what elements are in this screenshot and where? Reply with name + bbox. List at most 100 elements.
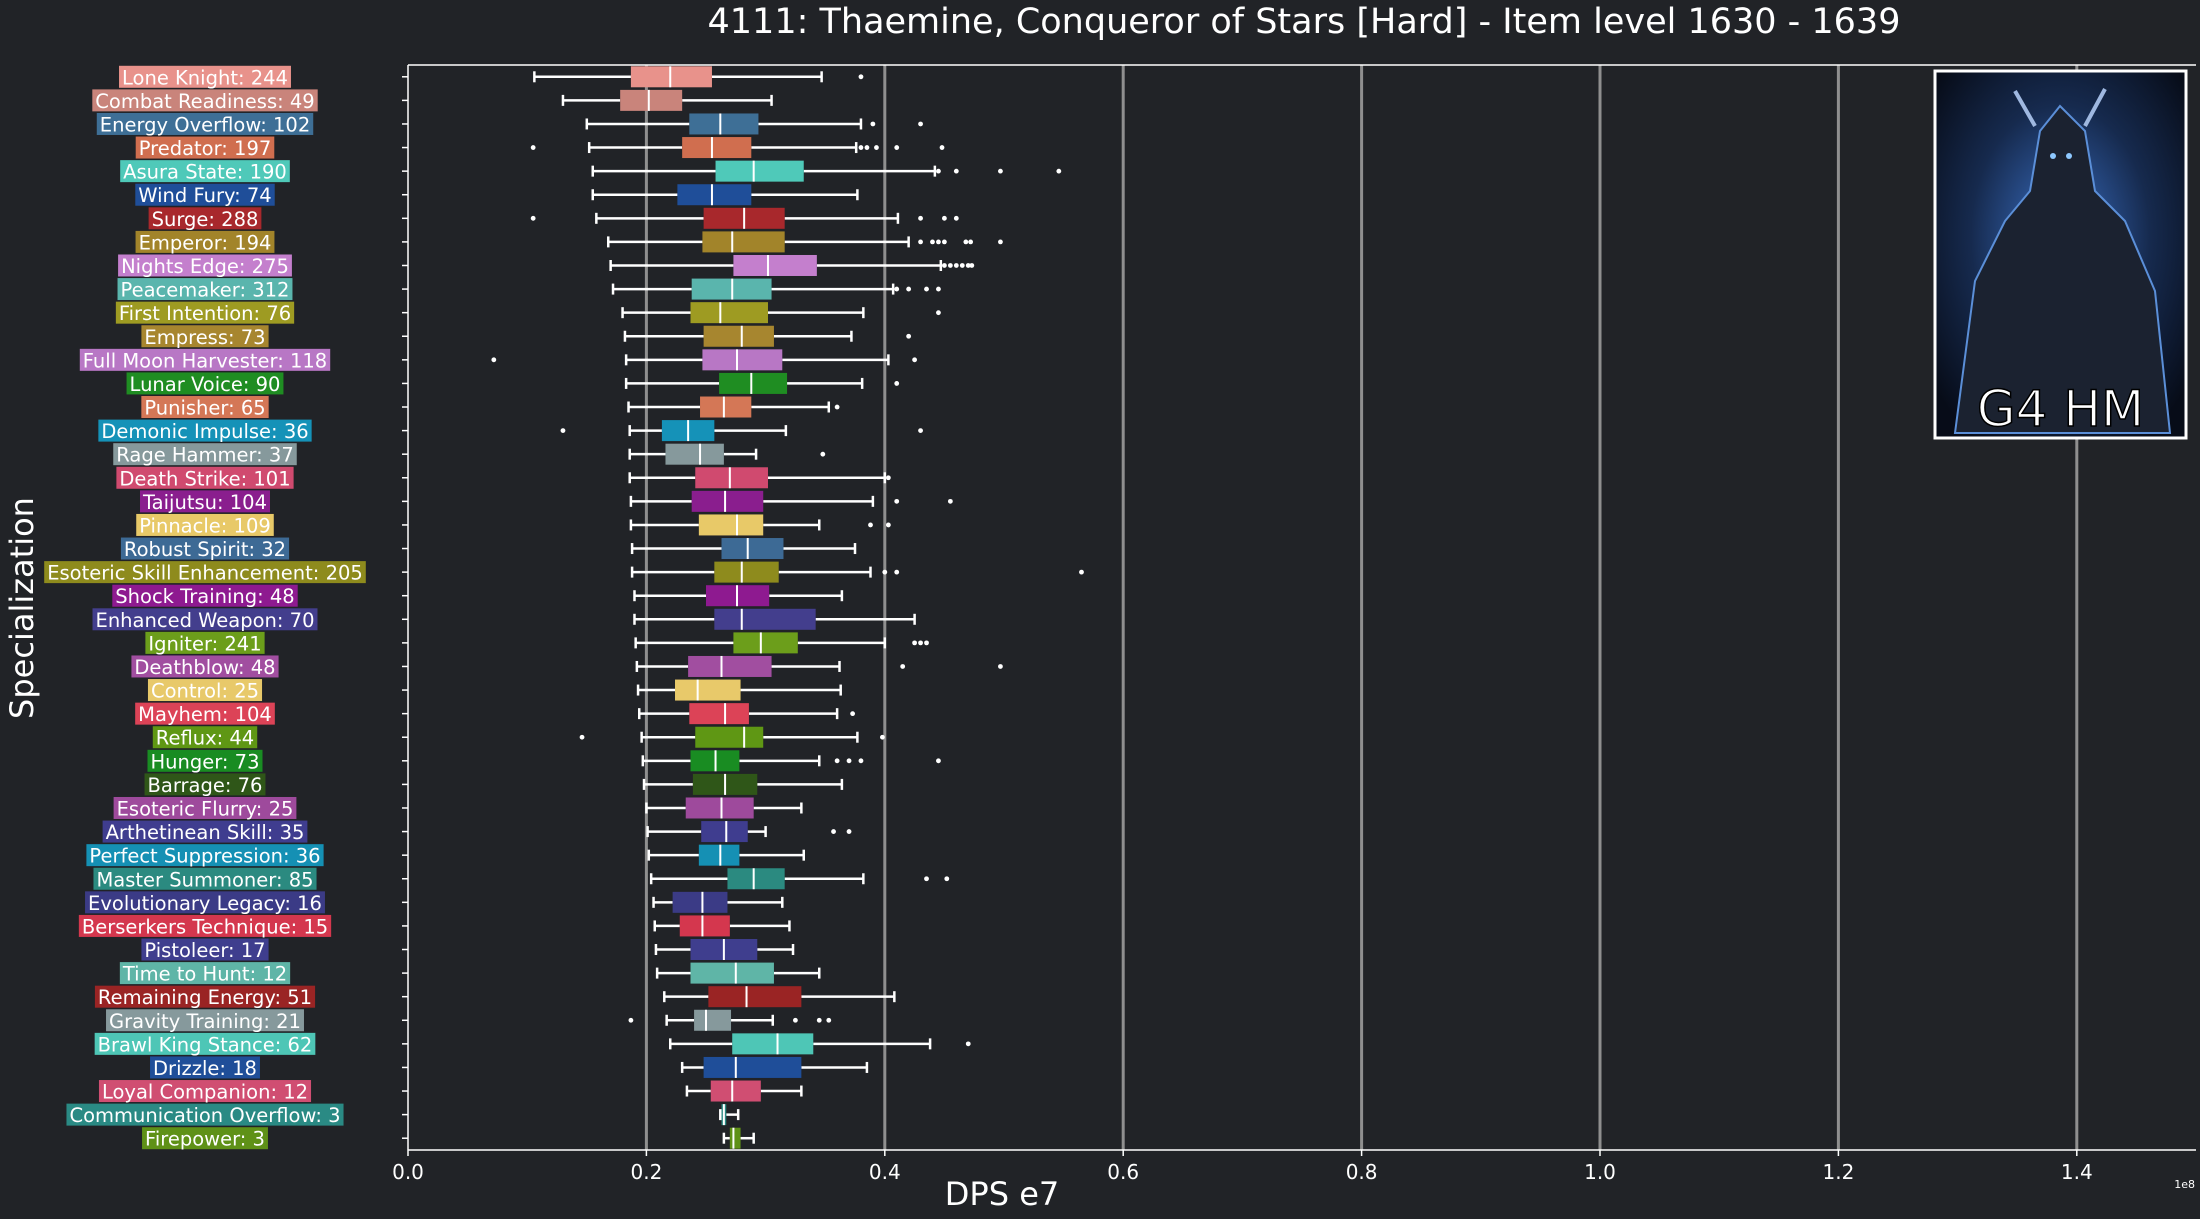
y-tick-label-bg bbox=[135, 183, 275, 206]
box-series bbox=[585, 113, 923, 135]
outlier-point bbox=[998, 239, 1003, 245]
y-tick-label-bg bbox=[131, 655, 279, 678]
outlier-point bbox=[939, 145, 945, 150]
y-tick-label: Enhanced Weapon: 70 bbox=[92, 608, 408, 632]
y-tick-label: First Intention: 76 bbox=[115, 301, 408, 325]
outlier-point bbox=[874, 145, 879, 150]
iqr-box bbox=[733, 254, 817, 276]
box-series bbox=[649, 868, 950, 890]
y-tick-label: Combat Readiness: 49 bbox=[92, 89, 408, 113]
y-tick-label: Remaining Energy: 51 bbox=[94, 985, 408, 1009]
box-series bbox=[636, 679, 842, 701]
outlier-point bbox=[894, 381, 900, 386]
y-tick-label: Empress: 73 bbox=[141, 325, 408, 349]
x-tick-label: 0.4 bbox=[869, 1160, 901, 1184]
y-tick-label: Berserkers Technique: 15 bbox=[78, 914, 408, 938]
outlier-point bbox=[816, 1017, 822, 1023]
y-tick-label-text: Full Moon Harvester: 118 bbox=[83, 349, 327, 372]
y-tick-label-text: Robust Spirit: 32 bbox=[124, 538, 286, 561]
box-series bbox=[611, 278, 941, 300]
box-series bbox=[530, 207, 959, 229]
iqr-box bbox=[690, 962, 774, 984]
inset-portrait: G4 HM bbox=[1933, 69, 2188, 440]
y-tick-label-bg bbox=[145, 631, 265, 654]
iqr-box bbox=[703, 1056, 802, 1078]
y-tick-label: Predator: 197 bbox=[135, 136, 408, 160]
y-tick-label: Mayhem: 104 bbox=[135, 702, 408, 726]
y-tick-label-bg bbox=[142, 1127, 268, 1150]
outlier-point bbox=[953, 215, 959, 221]
x-tick-label: 0.2 bbox=[630, 1160, 662, 1184]
box-series bbox=[579, 726, 885, 748]
y-tick-label: Shock Training: 48 bbox=[112, 584, 408, 608]
box-series bbox=[607, 231, 1003, 253]
eye-glow-icon bbox=[2050, 153, 2056, 159]
y-tick-label-bg bbox=[85, 891, 325, 914]
outlier-point bbox=[1056, 168, 1062, 174]
y-tick-label-text: Reflux: 44 bbox=[156, 727, 254, 750]
y-tick-label-bg bbox=[92, 608, 318, 631]
outlier-point bbox=[894, 498, 900, 504]
iqr-box bbox=[672, 891, 728, 913]
y-tick-label-text: Death Strike: 101 bbox=[119, 467, 290, 490]
y-tick-label-bg bbox=[118, 254, 292, 277]
y-tick-label-text: Mayhem: 104 bbox=[138, 703, 272, 726]
iqr-box bbox=[702, 349, 783, 371]
y-tick-label-bg bbox=[112, 584, 298, 607]
iqr-box bbox=[689, 113, 759, 135]
box-series bbox=[647, 844, 805, 866]
outlier-point bbox=[969, 263, 975, 268]
outlier-point bbox=[947, 263, 953, 268]
y-tick-label-bg bbox=[119, 962, 291, 985]
box-series bbox=[591, 160, 1062, 182]
box-series bbox=[663, 986, 896, 1008]
iqr-box bbox=[698, 844, 740, 866]
y-tick-label-text: Firepower: 3 bbox=[145, 1128, 265, 1151]
y-tick-label-bg bbox=[94, 985, 316, 1008]
y-tick-label-text: Esoteric Skill Enhancement: 205 bbox=[47, 562, 363, 585]
box-series bbox=[654, 939, 795, 961]
axes: 0.0 0.2 0.4 0.6 0.8 1.0 1.2 1.4 DPS e7 Specializa… bbox=[3, 64, 2196, 1213]
iqr-box bbox=[677, 184, 752, 206]
iqr-box bbox=[630, 66, 712, 88]
y-tick-label-text: Time to Hunt: 12 bbox=[122, 963, 287, 986]
box-series bbox=[630, 538, 857, 560]
outlier-point bbox=[912, 357, 917, 363]
box-series bbox=[561, 89, 773, 111]
y-tick-label-bg bbox=[44, 561, 366, 584]
iqr-box bbox=[732, 1033, 814, 1055]
y-tick-label: Taijutsu: 104 bbox=[140, 490, 408, 514]
chart-title: 4111: Thaemine, Conqueror of Stars [Hard… bbox=[707, 2, 1901, 42]
y-tick-label-text: First Intention: 76 bbox=[119, 302, 291, 325]
box-series bbox=[685, 1080, 803, 1102]
y-tick-label-bg bbox=[144, 773, 266, 796]
outlier-point bbox=[906, 286, 912, 292]
outlier-point bbox=[924, 286, 929, 292]
iqr-box bbox=[695, 467, 768, 489]
iqr-box bbox=[689, 703, 749, 725]
y-tick-label-bg bbox=[141, 325, 269, 348]
outlier-point bbox=[959, 263, 965, 268]
y-tick-label-text: Master Summoner: 85 bbox=[96, 868, 313, 891]
y-tick-label: Death Strike: 101 bbox=[116, 466, 408, 490]
iqr-box bbox=[690, 302, 768, 324]
y-tick-label: Barrage: 76 bbox=[144, 773, 408, 797]
outlier-point bbox=[918, 121, 923, 127]
y-tick-label-text: Nights Edge: 275 bbox=[121, 255, 289, 278]
iqr-box bbox=[701, 821, 748, 843]
y-tick-label: Wind Fury: 74 bbox=[135, 183, 408, 207]
y-tick-label-text: Pinnacle: 109 bbox=[139, 514, 271, 537]
box-series bbox=[642, 773, 844, 795]
outlier-point bbox=[942, 215, 947, 221]
x-tick-label: 0.0 bbox=[392, 1160, 424, 1184]
outlier-point bbox=[918, 239, 923, 245]
y-tick-label: Time to Hunt: 12 bbox=[119, 962, 408, 986]
iqr-box bbox=[685, 797, 754, 819]
outlier-point bbox=[963, 239, 969, 245]
box-series bbox=[722, 1127, 755, 1149]
outlier-point bbox=[936, 168, 941, 174]
outlier-point bbox=[953, 168, 959, 174]
box-series bbox=[621, 302, 941, 324]
y-tick-label-bg bbox=[135, 230, 275, 253]
